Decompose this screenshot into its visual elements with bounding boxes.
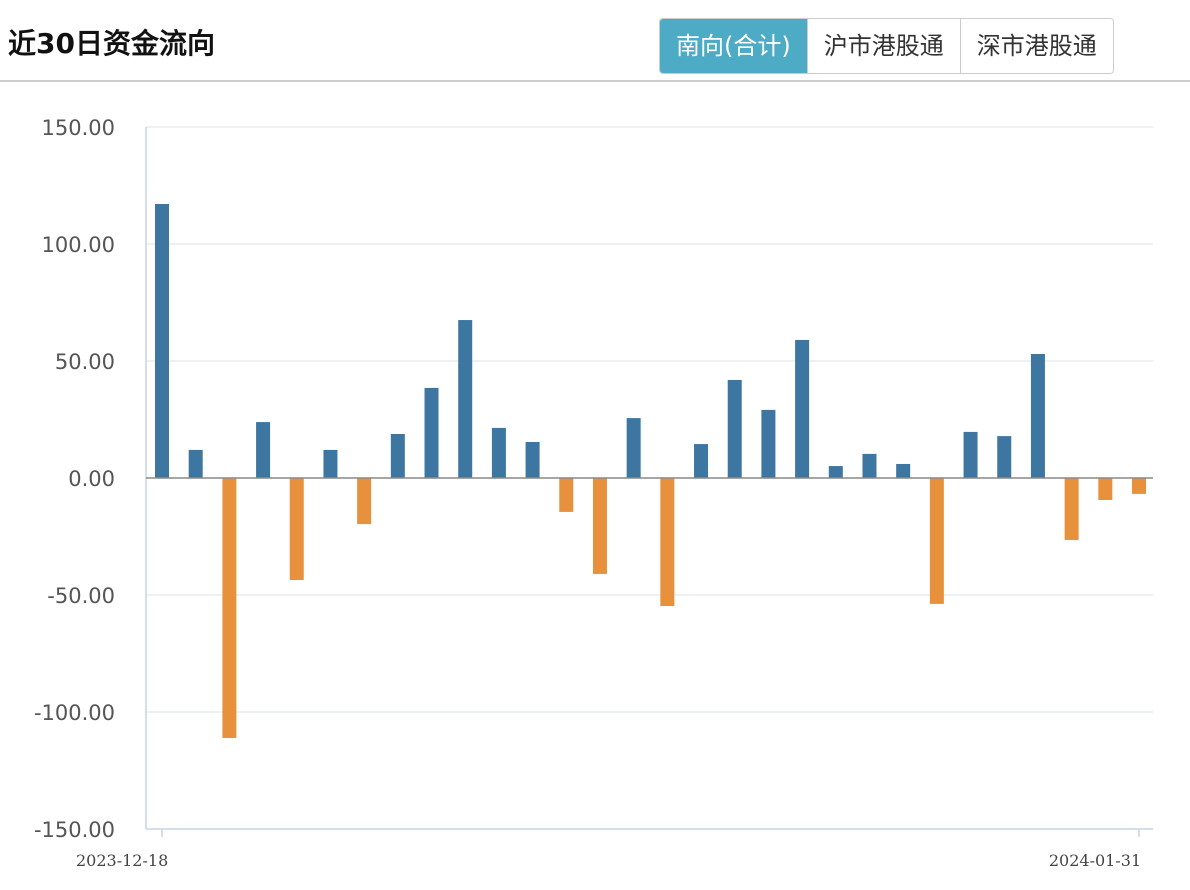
bar [626, 418, 641, 478]
y-tick-label: -100.00 [34, 701, 115, 725]
bar [997, 436, 1012, 478]
bar [727, 379, 742, 478]
bar [1064, 478, 1079, 541]
bar [862, 453, 877, 478]
bar [660, 478, 675, 606]
bar [155, 203, 169, 478]
market-tabs: 南向(合计) 沪市港股通 深市港股通 [659, 18, 1114, 74]
y-tick-label: -50.00 [47, 584, 115, 608]
bar [929, 478, 944, 604]
bar [761, 409, 776, 478]
tab-shenzhen-hk-connect[interactable]: 深市港股通 [959, 19, 1113, 73]
bar [491, 427, 506, 478]
bar [222, 478, 237, 738]
page-title: 近30日资金流向 [8, 27, 215, 60]
bar [694, 444, 709, 478]
bar [256, 422, 271, 478]
bar [963, 431, 978, 478]
bar [592, 478, 607, 574]
bar [896, 463, 911, 478]
y-tick-label: 150.00 [42, 116, 115, 140]
y-tick-label: -150.00 [34, 818, 115, 842]
y-tick-label: 100.00 [42, 233, 115, 257]
header-divider [0, 80, 1190, 82]
bar [458, 320, 473, 478]
y-tick-label: 0.00 [68, 467, 115, 491]
bar [1030, 353, 1045, 478]
bar [1098, 478, 1113, 500]
bar [795, 339, 810, 478]
bar [424, 387, 439, 478]
bar [525, 441, 540, 478]
bar [357, 478, 372, 525]
bar [323, 449, 338, 478]
x-tick-label: 2024-01-31 [1049, 851, 1141, 870]
tab-shanghai-hk-connect[interactable]: 沪市港股通 [806, 19, 960, 73]
x-tick-label: 2023-12-18 [76, 851, 168, 870]
bar [390, 434, 405, 478]
bar [1132, 478, 1146, 494]
bar [188, 449, 203, 478]
bar [289, 478, 304, 581]
bar [559, 478, 574, 512]
bar [828, 466, 843, 478]
tab-southbound-total[interactable]: 南向(合计) [660, 19, 807, 73]
y-tick-label: 50.00 [55, 350, 115, 374]
